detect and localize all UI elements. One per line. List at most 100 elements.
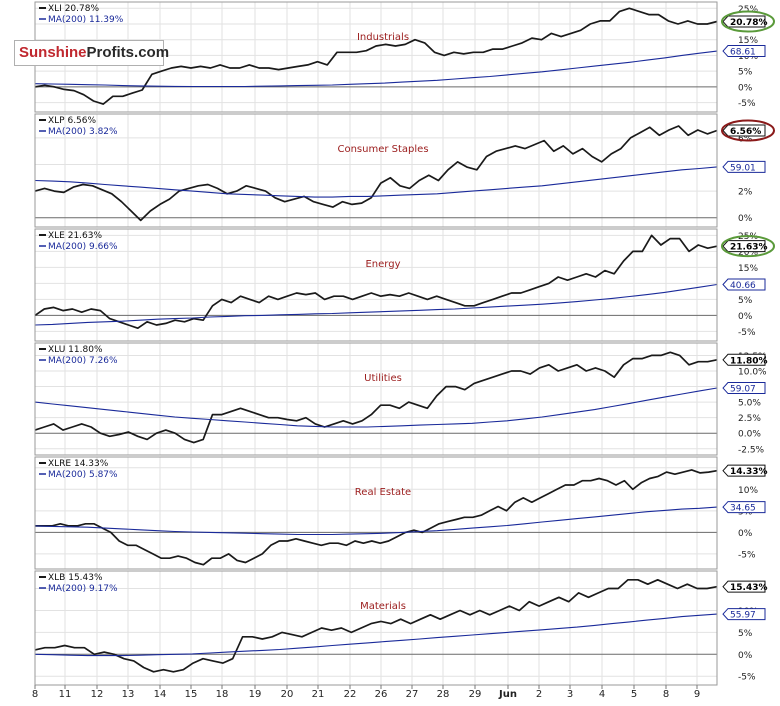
y-tick-label: 0%: [738, 83, 753, 93]
last-ma-tag-text: 59.07: [730, 385, 756, 395]
last-ma-tag: 68.61: [722, 45, 766, 58]
x-tick-label: 4: [599, 689, 605, 700]
legend-entry-price: XLB 15.43%: [48, 573, 103, 583]
legend-entry-price: XLE 21.63%: [48, 231, 102, 241]
x-tick-label: 12: [91, 689, 104, 700]
last-ma-tag-box: [722, 278, 766, 291]
legend: XLP 6.56%MA(200) 3.82%: [39, 116, 118, 137]
x-tick-label: 8: [32, 689, 38, 700]
ma-series-line: [34, 387, 718, 428]
legend: XLRE 14.33%MA(200) 5.87%: [39, 459, 118, 480]
legend-entry-ma: MA(200) 9.66%: [48, 242, 118, 252]
last-price-tag-box: [722, 240, 766, 253]
x-tick-label: 2: [536, 689, 542, 700]
last-price-tag: 20.78%: [722, 15, 768, 28]
panel-title: Utilities: [364, 373, 402, 384]
last-price-tag-box: [722, 353, 766, 366]
last-ma-tag-text: 59.01: [730, 163, 756, 173]
last-ma-tag: 59.01: [722, 160, 766, 173]
last-price-tag: 14.33%: [722, 464, 768, 477]
y-tick-label: 5%: [738, 68, 753, 78]
y-tick-label: 15%: [738, 264, 758, 274]
last-price-tag-text: 14.33%: [730, 467, 768, 477]
y-tick-label: -5%: [738, 328, 756, 338]
ma-series-line: [34, 166, 718, 198]
last-price-tag-box: [722, 124, 766, 137]
x-tick-label: 3: [567, 689, 573, 700]
y-tick-label: 0.0%: [738, 430, 761, 440]
last-price-tag-box: [722, 580, 766, 593]
last-ma-tag: 55.97: [722, 608, 766, 621]
panel-title: Real Estate: [355, 487, 411, 498]
y-tick-label: 6%: [738, 134, 753, 144]
legend-entry-ma: MA(200) 7.26%: [48, 356, 118, 366]
x-tick-label: 26: [375, 689, 388, 700]
last-ma-tag-box: [722, 45, 766, 58]
plot-area: [35, 343, 717, 455]
y-tick-label: -2.5%: [738, 445, 765, 455]
last-ma-tag-box: [722, 382, 766, 395]
y-tick-label: 10%: [738, 486, 758, 496]
legend-entry-ma: MA(200) 11.39%: [48, 15, 124, 25]
last-ma-tag-text: 34.65: [730, 504, 756, 514]
price-series-line: [35, 469, 718, 566]
y-tick-label: 10.0%: [738, 368, 767, 378]
last-price-tag-text: 20.78%: [730, 18, 768, 28]
last-price-tag-text: 6.56%: [730, 127, 761, 137]
x-tick-label: 28: [437, 689, 450, 700]
x-tick-label: Jun: [498, 689, 517, 700]
price-series-line: [34, 7, 718, 105]
last-ma-tag: 34.65: [722, 501, 766, 514]
logo-part2: Profits.com: [86, 44, 170, 61]
ma-series-line: [34, 613, 718, 657]
last-ma-tag-text: 68.61: [730, 48, 756, 58]
x-tick-label: 21: [312, 689, 325, 700]
x-tick-label: 11: [59, 689, 72, 700]
x-tick-label: 9: [694, 689, 700, 700]
panel-border: [34, 228, 718, 342]
plot-area: [35, 114, 717, 227]
last-price-tag-text: 11.80%: [730, 356, 768, 366]
highlight-ellipse: [721, 235, 775, 258]
y-tick-label: 5%: [738, 629, 753, 639]
panel-title: Energy: [365, 259, 400, 270]
last-price-tag: 11.80%: [722, 353, 768, 366]
plot-area: [35, 229, 717, 341]
y-tick-label: 20%: [738, 248, 758, 258]
legend-entry-price: XLRE 14.33%: [48, 459, 109, 469]
panel-border: [34, 113, 718, 228]
legend: XLE 21.63%MA(200) 9.66%: [39, 231, 118, 252]
x-tick-label: 19: [249, 689, 262, 700]
x-tick-label: 13: [122, 689, 135, 700]
y-tick-label: 2.5%: [738, 414, 761, 424]
logo-part1: Sunshine: [19, 44, 87, 61]
y-tick-label: -5%: [738, 673, 756, 683]
last-ma-tag-text: 40.66: [730, 281, 756, 291]
highlight-ellipse: [721, 119, 775, 142]
x-tick-label: 15: [185, 689, 198, 700]
x-tick-label: 5: [631, 689, 637, 700]
legend-entry-ma: MA(200) 3.82%: [48, 127, 118, 137]
y-tick-label: 5.0%: [738, 399, 761, 409]
ma-series-line: [34, 50, 718, 88]
legend-entry-price: XLI 20.78%: [48, 4, 99, 14]
panel-title: Materials: [360, 601, 406, 612]
y-tick-label: 25%: [738, 5, 758, 15]
plot-area: [35, 457, 717, 569]
legend: XLB 15.43%MA(200) 9.17%: [39, 573, 118, 594]
legend: XLU 11.80%MA(200) 7.26%: [39, 345, 118, 366]
x-tick-label: 20: [281, 689, 294, 700]
last-ma-tag: 40.66: [722, 278, 766, 291]
x-tick-label: 27: [406, 689, 419, 700]
y-tick-label: 5%: [738, 296, 753, 306]
x-tick-label: 18: [216, 689, 229, 700]
last-ma-tag-text: 55.97: [730, 611, 756, 621]
y-tick-label: 15%: [738, 36, 758, 46]
y-tick-label: -5%: [738, 99, 756, 109]
last-price-tag: 15.43%: [722, 580, 768, 593]
y-tick-label: -5%: [738, 550, 756, 560]
last-price-tag-box: [722, 464, 766, 477]
